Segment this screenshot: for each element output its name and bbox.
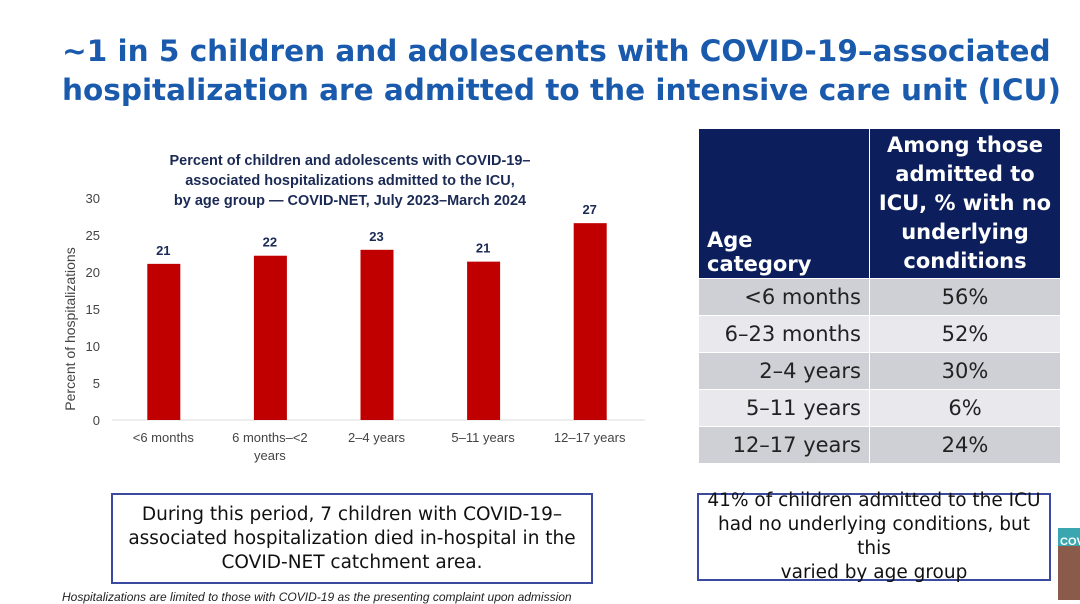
callout-line: had no underlying conditions, but this (717, 514, 1031, 559)
age-cell: <6 months (698, 278, 870, 316)
callout-line: 41% of children admitted to the ICU (707, 490, 1041, 511)
chart-title-line: associated hospitalizations admitted to … (185, 173, 515, 189)
title-line: ~1 in 5 children and adolescents with CO… (62, 34, 1051, 68)
x-tick-label: 5–11 years (451, 430, 515, 445)
chart-title-line: by age group — COVID-NET, July 2023–Marc… (174, 193, 526, 209)
x-tick-label: years (254, 448, 286, 463)
y-tick-label: 30 (86, 191, 100, 206)
bar-value-label: 21 (476, 241, 490, 256)
age-cell: 2–4 years (698, 352, 870, 390)
bar-value-label: 27 (582, 202, 596, 217)
callout-line: associated hospitalization died in-hospi… (128, 527, 576, 549)
bar (253, 255, 287, 420)
table-row: 2–4 years 30% (698, 352, 1061, 390)
callout-line: COVID-NET catchment area. (221, 551, 483, 573)
bar (573, 223, 607, 420)
pct-cell: 30% (869, 352, 1061, 390)
table-row: <6 months 56% (698, 278, 1061, 316)
y-axis-label: Percent of hospitalizations (62, 247, 78, 410)
thumbnail-image[interactable]: COV (1058, 528, 1080, 600)
y-tick-label: 0 (93, 413, 100, 428)
x-tick-label: <6 months (133, 430, 195, 445)
x-tick-label: 6 months–<2 (232, 430, 308, 445)
bar (147, 263, 181, 420)
bar-value-label: 23 (369, 229, 383, 244)
y-tick-label: 5 (93, 376, 100, 391)
bar (360, 249, 394, 420)
table-row: 6–23 months 52% (698, 315, 1061, 353)
age-cell: 5–11 years (698, 389, 870, 427)
x-tick-label: 2–4 years (348, 430, 406, 445)
slide-title: ~1 in 5 children and adolescents with CO… (62, 32, 1062, 110)
bar-value-label: 22 (263, 235, 277, 250)
conditions-callout: 41% of children admitted to the ICU had n… (697, 490, 1051, 583)
bar-value-label: 21 (156, 243, 170, 258)
header-pct: Among those admitted to ICU, % with no u… (869, 128, 1061, 279)
table-row: 5–11 years 6% (698, 389, 1061, 427)
header-age: Age category (698, 128, 870, 279)
x-tick-label: 12–17 years (554, 430, 626, 445)
callout-line: varied by age group (780, 562, 968, 583)
footnote: Hospitalizations are limited to those wi… (62, 590, 572, 604)
callout-line: During this period, 7 children with COVI… (141, 503, 563, 525)
y-tick-label: 20 (86, 265, 100, 280)
age-cell: 6–23 months (698, 315, 870, 353)
table-row: 12–17 years 24% (698, 426, 1061, 464)
y-tick-label: 25 (86, 228, 100, 243)
pct-cell: 6% (869, 389, 1061, 427)
deaths-callout: During this period, 7 children with COVI… (111, 493, 593, 584)
y-tick-label: 15 (86, 302, 100, 317)
icu-table: Age category Among those admitted to ICU… (698, 128, 1061, 464)
age-cell: 12–17 years (698, 426, 870, 464)
bar-chart: Percent of children and adolescents with… (62, 153, 645, 463)
chart-title-line: Percent of children and adolescents with… (170, 153, 531, 169)
title-line: hospitalization are admitted to the inte… (62, 73, 1061, 107)
pct-cell: 52% (869, 315, 1061, 353)
pct-cell: 56% (869, 278, 1061, 316)
thumbnail-label: COV (1060, 536, 1080, 548)
pct-cell: 24% (869, 426, 1061, 464)
y-tick-label: 10 (86, 339, 100, 354)
bar (467, 261, 501, 420)
